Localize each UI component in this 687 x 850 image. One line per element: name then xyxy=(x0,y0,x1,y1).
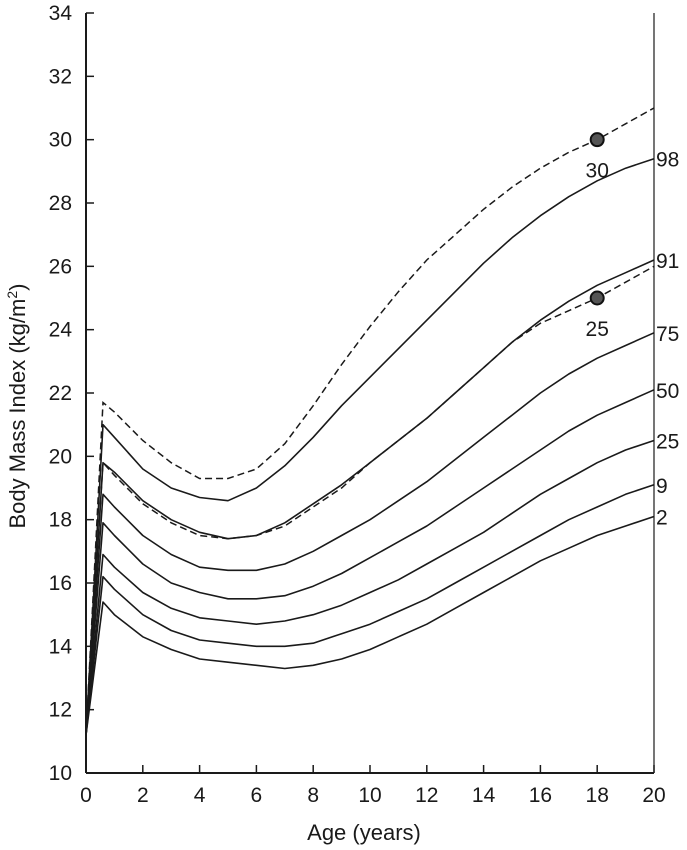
cutoff-marker-label-30: 30 xyxy=(586,160,609,183)
y-axis-label-tail: ) xyxy=(5,284,30,291)
x-tick-label: 20 xyxy=(642,784,665,807)
centile-line-75 xyxy=(85,332,655,736)
y-tick-label: 24 xyxy=(49,319,73,342)
centile-line-91 xyxy=(85,259,655,736)
x-axis-label: Age (years) xyxy=(307,820,421,845)
centile-label-91: 91 xyxy=(656,250,679,273)
centile-label-75: 75 xyxy=(656,323,679,346)
cutoff-marker-30 xyxy=(589,132,605,148)
x-tick-label: 10 xyxy=(358,784,381,807)
cutoff-line-25 xyxy=(85,265,655,736)
cutoff-line-30 xyxy=(85,107,655,736)
y-axis-ticks: 10 12 14 16 18 20 22 24 26 28 30 32 34 xyxy=(49,2,94,785)
centile-line-9 xyxy=(85,484,655,736)
y-tick-label: 16 xyxy=(49,572,72,595)
centile-line-98 xyxy=(85,157,655,736)
centile-label-50: 50 xyxy=(656,380,679,403)
centile-labels: 98 91 75 50 25 9 2 xyxy=(656,149,679,530)
x-tick-label: 12 xyxy=(415,784,438,807)
y-tick-label: 34 xyxy=(49,2,73,25)
x-axis-ticks: 0 2 4 6 8 10 12 14 16 18 20 xyxy=(80,765,666,807)
x-tick-label: 18 xyxy=(586,784,609,807)
centile-line-2 xyxy=(85,515,655,736)
centile-line-25 xyxy=(85,439,655,736)
x-tick-label: 0 xyxy=(80,784,92,807)
centile-label-98: 98 xyxy=(656,149,679,172)
cutoff-marker-label-25: 25 xyxy=(586,318,609,341)
y-tick-label: 26 xyxy=(49,255,72,278)
plot-axes xyxy=(85,13,655,774)
cutoff-marker-25 xyxy=(589,290,605,306)
y-axis-label: Body Mass Index (kg/m2) xyxy=(4,284,30,529)
centile-label-25: 25 xyxy=(656,431,679,454)
centile-lines xyxy=(85,157,655,736)
y-tick-label: 32 xyxy=(49,65,72,88)
x-tick-label: 14 xyxy=(472,784,496,807)
y-tick-label: 14 xyxy=(49,635,73,658)
x-tick-label: 4 xyxy=(194,784,206,807)
cutoff-lines xyxy=(85,107,655,736)
y-tick-label: 28 xyxy=(49,192,72,215)
y-tick-label: 20 xyxy=(49,445,72,468)
y-tick-label: 22 xyxy=(49,382,72,405)
y-axis-label-superscript: 2 xyxy=(4,291,20,299)
cutoff-markers: 30 25 xyxy=(586,132,609,341)
y-tick-label: 18 xyxy=(49,509,72,532)
x-tick-label: 16 xyxy=(529,784,552,807)
centile-label-9: 9 xyxy=(656,475,668,498)
centile-line-50 xyxy=(85,389,655,736)
centile-label-2: 2 xyxy=(656,507,668,530)
x-tick-label: 6 xyxy=(251,784,263,807)
x-tick-label: 8 xyxy=(307,784,319,807)
x-tick-label: 2 xyxy=(137,784,149,807)
y-tick-label: 10 xyxy=(49,762,72,785)
y-tick-label: 12 xyxy=(49,699,72,722)
y-axis-label-main: Body Mass Index (kg/m xyxy=(5,299,30,529)
y-tick-label: 30 xyxy=(49,129,72,152)
